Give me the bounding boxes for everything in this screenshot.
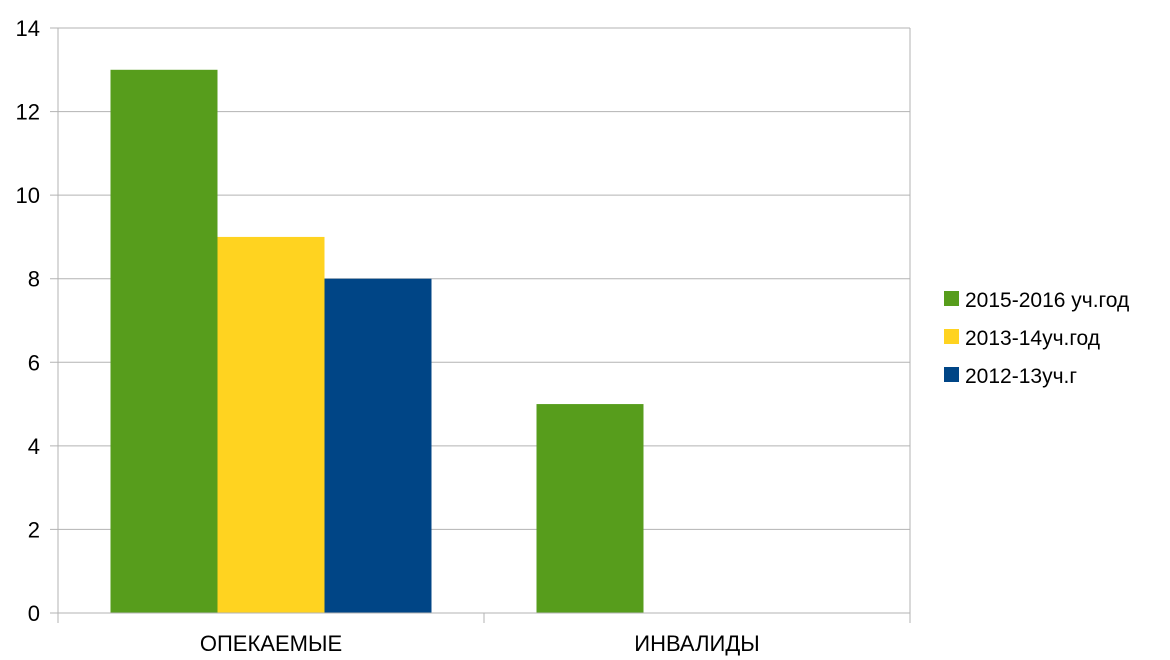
legend-swatch: [944, 291, 959, 306]
y-tick-label: 6: [28, 350, 40, 375]
x-tick-label: ОПЕКАЕМЫЕ: [200, 631, 342, 656]
x-tick-label: ИНВАЛИДЫ: [634, 631, 759, 656]
legend: 2015-2016 уч.год 2013-14уч.год 2012-13уч.г: [944, 289, 1129, 388]
y-tick-label: 10: [16, 183, 40, 208]
bar: [110, 69, 218, 614]
y-tick-label: 0: [28, 601, 40, 626]
legend-label: 2012-13уч.г: [965, 365, 1077, 388]
y-tick-label: 2: [28, 517, 40, 542]
legend-swatch: [944, 329, 959, 344]
y-axis-ticks: 0 2 4 6 8 10 12 14: [16, 16, 40, 626]
legend-label: 2013-14уч.год: [965, 327, 1100, 350]
y-tick-label: 4: [28, 434, 40, 459]
legend-swatch: [944, 367, 959, 382]
bars: [110, 69, 644, 614]
y-tick-label: 14: [16, 16, 40, 41]
bar: [536, 404, 644, 613]
x-axis-labels: ОПЕКАЕМЫЕ ИНВАЛИДЫ: [200, 631, 760, 656]
bar: [324, 278, 432, 613]
axes: [50, 28, 911, 623]
y-tick-label: 12: [16, 100, 40, 125]
y-tick-label: 8: [28, 267, 40, 292]
bar: [217, 236, 325, 613]
legend-label: 2015-2016 уч.год: [965, 289, 1129, 312]
